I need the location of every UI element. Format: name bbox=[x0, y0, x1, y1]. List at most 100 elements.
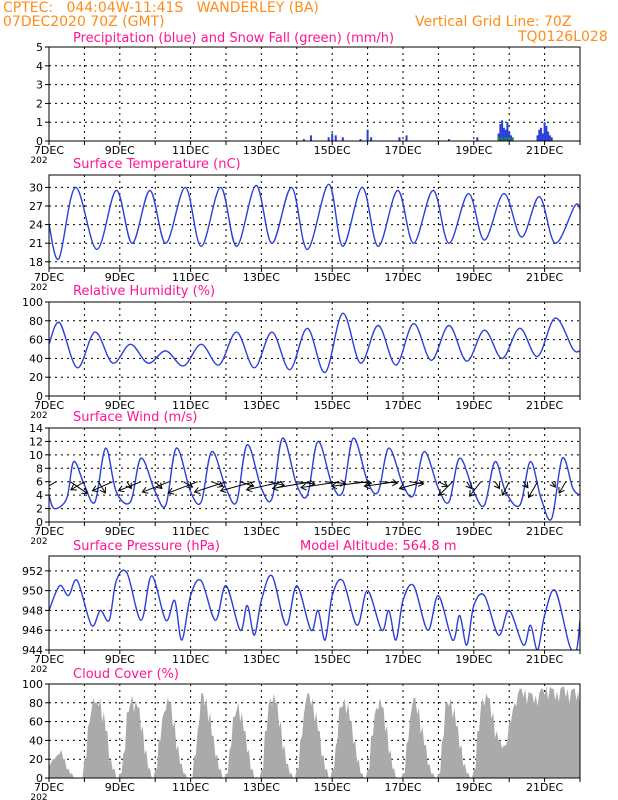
x-tick-label: 11DEC bbox=[172, 399, 209, 412]
cloud-data bbox=[49, 685, 580, 778]
x-tick-label: 7DEC bbox=[34, 653, 64, 666]
precip-bar bbox=[541, 133, 544, 141]
wind-vector bbox=[551, 481, 556, 488]
x-tick-label: 11DEC bbox=[172, 525, 209, 538]
temp-frame bbox=[48, 174, 581, 269]
y-tick-label: 20 bbox=[29, 371, 43, 384]
wind-vector-head bbox=[398, 483, 406, 491]
y-tick-label: 12 bbox=[29, 435, 43, 448]
precip-bar bbox=[502, 127, 505, 141]
precip-bar bbox=[370, 137, 373, 141]
x-year-label: 202 bbox=[30, 537, 47, 547]
wind-vector bbox=[211, 481, 224, 487]
y-tick-label: 40 bbox=[29, 352, 43, 365]
y-tick-label: 100 bbox=[22, 678, 43, 691]
wind-vector bbox=[502, 481, 510, 496]
wind-vector bbox=[246, 481, 283, 491]
y-tick-label: 6 bbox=[36, 476, 43, 489]
wind-data bbox=[49, 437, 580, 521]
x-tick-label: 17DEC bbox=[384, 653, 421, 666]
grid-line-note: Vertical Grid Line: 70Z bbox=[415, 14, 572, 30]
x-year-label: 202 bbox=[30, 283, 47, 293]
y-tick-label: 0 bbox=[36, 772, 43, 785]
wind-vector-head bbox=[527, 491, 535, 499]
y-tick-label: 2 bbox=[36, 503, 43, 516]
wind-vector-head bbox=[81, 487, 89, 494]
rh-line bbox=[49, 312, 580, 374]
wind-vector bbox=[528, 481, 538, 498]
precip-bar bbox=[501, 137, 504, 141]
wind-vector bbox=[579, 481, 580, 483]
temp-data bbox=[49, 183, 580, 260]
wind-vector bbox=[438, 481, 453, 496]
y-tick-label: 100 bbox=[22, 296, 43, 309]
precip-bar bbox=[506, 122, 509, 141]
wind-vector-head bbox=[365, 479, 373, 487]
wind-vector bbox=[409, 481, 424, 485]
y-tick-label: 40 bbox=[29, 734, 43, 747]
precip-bar bbox=[398, 137, 401, 141]
precip-bar bbox=[366, 129, 369, 141]
x-tick-label: 17DEC bbox=[384, 781, 421, 794]
y-tick-label: 948 bbox=[22, 604, 43, 617]
precip-bar bbox=[448, 139, 451, 141]
wind-vector-head bbox=[469, 490, 476, 497]
y-tick-label: 27 bbox=[29, 200, 43, 213]
x-year-label: 202 bbox=[30, 665, 47, 675]
x-tick-label: 7DEC bbox=[34, 399, 64, 412]
wind-title: Surface Wind (m/s) bbox=[73, 410, 197, 425]
wind-vector-head bbox=[141, 486, 149, 494]
wind-vector bbox=[399, 481, 425, 489]
x-tick-label: 15DEC bbox=[314, 399, 351, 412]
cloud-title: Cloud Cover (%) bbox=[73, 667, 179, 682]
x-tick-label: 9DEC bbox=[105, 781, 135, 794]
precip-bar bbox=[508, 137, 511, 141]
x-tick-label: 15DEC bbox=[314, 144, 351, 157]
x-tick-label: 11DEC bbox=[172, 781, 209, 794]
y-tick-label: 10 bbox=[29, 449, 43, 462]
precip-bar bbox=[359, 139, 362, 141]
y-tick-label: 0 bbox=[36, 516, 43, 529]
x-tick-label: 11DEC bbox=[172, 144, 209, 157]
x-tick-label: 17DEC bbox=[384, 399, 421, 412]
y-tick-label: 80 bbox=[29, 315, 43, 328]
precip-bar bbox=[547, 131, 550, 141]
wind-vector-head bbox=[300, 483, 307, 491]
precip-bar bbox=[497, 137, 500, 141]
precip-bar bbox=[509, 135, 512, 141]
wind-vector-head bbox=[186, 481, 194, 488]
y-tick-label: 4 bbox=[36, 60, 43, 73]
x-tick-label: 21DEC bbox=[526, 525, 563, 538]
model-id: TQ0126L028 bbox=[518, 29, 608, 45]
x-tick-label: 7DEC bbox=[34, 781, 64, 794]
precip-bar bbox=[302, 139, 305, 141]
cloud-panel: 0 20 40 60 80 100 7DEC 9DEC 11DEC 13DEC 15DEC 17DEC… bbox=[22, 667, 581, 800]
wind-vector bbox=[558, 481, 567, 494]
y-tick-label: 0 bbox=[36, 135, 43, 148]
x-tick-label: 15DEC bbox=[314, 525, 351, 538]
y-tick-label: 18 bbox=[29, 256, 43, 269]
pressure-title2: Model Altitude: 564.8 m bbox=[300, 539, 457, 554]
wind-vector-head bbox=[465, 482, 472, 490]
precip-bar bbox=[508, 131, 511, 141]
precip-bar bbox=[545, 125, 548, 141]
wind-vector-head bbox=[330, 482, 338, 490]
station-header: CPTEC: 044:04W-11:41S WANDERLEY (BA) bbox=[3, 0, 319, 16]
wind-vector bbox=[364, 481, 396, 487]
x-tick-label: 9DEC bbox=[105, 144, 135, 157]
x-tick-label: 19DEC bbox=[455, 781, 492, 794]
wind-vector-head bbox=[391, 479, 399, 487]
x-tick-label: 7DEC bbox=[34, 144, 64, 157]
x-year-label: 202 bbox=[30, 793, 47, 800]
y-tick-label: 20 bbox=[29, 753, 43, 766]
x-year-label: 202 bbox=[30, 411, 47, 421]
y-tick-label: 950 bbox=[22, 585, 43, 598]
wind-vector-head bbox=[245, 485, 253, 493]
x-tick-label: 7DEC bbox=[34, 525, 64, 538]
temp-line bbox=[49, 183, 580, 260]
x-tick-label: 21DEC bbox=[526, 144, 563, 157]
y-tick-label: 4 bbox=[36, 489, 43, 502]
rh-frame bbox=[48, 301, 581, 397]
wind-vector-head bbox=[438, 489, 446, 496]
